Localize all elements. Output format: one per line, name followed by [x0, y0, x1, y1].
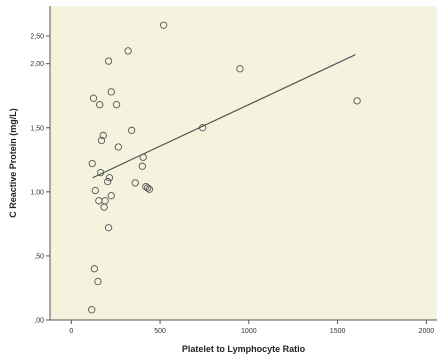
data-point — [96, 101, 104, 109]
y-tick-label: 2,00 — [30, 61, 44, 68]
data-point — [124, 47, 132, 55]
y-tick-label: ,50 — [34, 253, 44, 260]
fit-line — [92, 54, 356, 179]
data-point — [88, 306, 96, 314]
data-point — [159, 21, 168, 29]
x-tick-label: 2000 — [419, 328, 435, 335]
data-point — [199, 124, 207, 132]
x-tick-label: 500 — [154, 328, 166, 335]
data-point — [139, 153, 147, 161]
plot-area — [50, 6, 437, 320]
data-point — [107, 88, 115, 96]
x-tick-label: 1000 — [241, 328, 257, 335]
data-point — [114, 143, 122, 151]
data-point — [94, 277, 102, 286]
data-point — [143, 184, 152, 192]
data-point — [128, 126, 136, 134]
data-point — [353, 97, 361, 105]
y-tick-label: 2,50 — [30, 34, 44, 41]
x-tick-label: 1500 — [330, 328, 346, 335]
data-point — [97, 136, 106, 145]
data-point — [104, 224, 113, 232]
y-axis-ticks: ,00 ,50 1,00 1,50 2,00 2,50 — [30, 34, 50, 325]
data-point — [96, 168, 105, 177]
data-point — [91, 186, 99, 195]
data-points — [88, 21, 361, 314]
data-point — [104, 177, 112, 186]
data-point — [145, 185, 154, 193]
data-point — [89, 94, 98, 102]
data-point — [90, 265, 99, 273]
data-point — [88, 159, 96, 168]
y-tick-label: ,00 — [34, 318, 44, 325]
y-axis-title: C Reactive Protein (mg/L) — [8, 108, 18, 218]
y-tick-label: 1,50 — [30, 125, 44, 132]
data-point — [104, 57, 113, 65]
y-tick-label: 1,00 — [30, 189, 44, 196]
data-point — [131, 179, 139, 187]
x-axis-title: Platelet to Lymphocyte Ratio — [182, 344, 306, 354]
x-axis-ticks: 0 500 1000 1500 2000 — [69, 320, 434, 335]
data-point — [138, 162, 146, 170]
data-point — [99, 131, 107, 140]
x-tick-label: 0 — [69, 328, 73, 335]
data-point — [112, 101, 121, 109]
data-point — [105, 174, 114, 182]
data-point — [101, 197, 109, 205]
data-point — [236, 65, 244, 73]
data-point — [107, 192, 115, 200]
